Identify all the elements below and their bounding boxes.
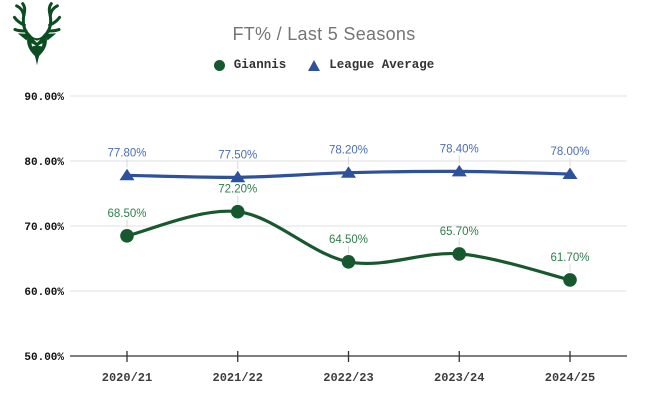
- data-point-label-league-average: 77.50%: [218, 149, 257, 161]
- data-point-label-giannis: 65.70%: [440, 226, 479, 238]
- data-point-label-league-average: 78.20%: [329, 145, 368, 157]
- data-point-marker-league-average: [562, 167, 578, 179]
- data-point-label-league-average: 77.80%: [107, 147, 146, 159]
- x-axis-label: 2021/22: [213, 371, 263, 385]
- y-axis-label: 70.00%: [24, 222, 64, 234]
- data-point-marker-giannis: [120, 229, 134, 243]
- data-point-label-giannis: 64.50%: [329, 234, 368, 246]
- legend-label-league-average: League Average: [329, 58, 435, 72]
- data-point-label-giannis: 68.50%: [107, 208, 146, 220]
- data-point-marker-league-average: [451, 164, 467, 177]
- triangle-marker-icon: [308, 59, 321, 71]
- y-axis-label: 80.00%: [24, 157, 64, 169]
- data-point-label-league-average: 78.40%: [440, 143, 479, 155]
- y-axis-label: 60.00%: [24, 287, 64, 299]
- legend-item-league-average: League Average: [308, 58, 434, 72]
- x-axis-label: 2020/21: [102, 371, 152, 385]
- data-point-marker-giannis: [563, 273, 577, 287]
- x-axis-label: 2022/23: [323, 371, 373, 385]
- chart-legend: Giannis League Average: [0, 58, 648, 72]
- data-point-label-giannis: 61.70%: [550, 252, 589, 264]
- bucks-logo: [8, 2, 66, 68]
- data-point-marker-giannis: [452, 247, 467, 261]
- data-point-marker-league-average: [341, 166, 356, 178]
- data-point-label-giannis: 72.20%: [218, 184, 257, 196]
- y-axis-label: 90.00%: [24, 92, 64, 104]
- data-point-marker-giannis: [230, 204, 245, 219]
- data-point-marker-league-average: [230, 170, 246, 183]
- y-axis-label: 50.00%: [24, 352, 64, 364]
- legend-label-giannis: Giannis: [233, 58, 287, 72]
- chart-title: FT% / Last 5 Seasons: [232, 24, 416, 44]
- legend-item-giannis: Giannis: [213, 58, 287, 72]
- x-axis-label: 2023/24: [434, 371, 484, 385]
- circle-marker-icon: [213, 59, 225, 71]
- data-point-label-league-average: 78.00%: [550, 146, 589, 158]
- data-point-marker-league-average: [119, 168, 135, 181]
- deer-head-icon: [12, 2, 62, 66]
- data-point-marker-giannis: [341, 254, 356, 269]
- x-axis-label: 2024/25: [545, 371, 595, 385]
